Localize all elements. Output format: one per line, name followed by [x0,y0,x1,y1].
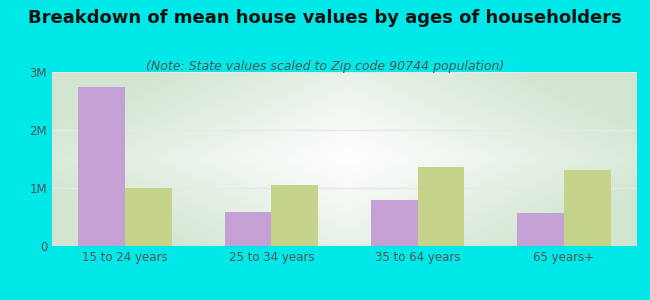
Bar [225,212,272,246]
Text: Breakdown of mean house values by ages of householders: Breakdown of mean house values by ages o… [28,9,622,27]
Text: (Note: State values scaled to Zip code 90744 population): (Note: State values scaled to Zip code 9… [146,60,504,73]
Bar [125,188,172,246]
Bar [517,213,564,246]
Bar [417,167,464,246]
Bar [564,170,610,246]
Bar [371,200,417,246]
Bar [272,184,318,246]
Bar [78,86,125,246]
